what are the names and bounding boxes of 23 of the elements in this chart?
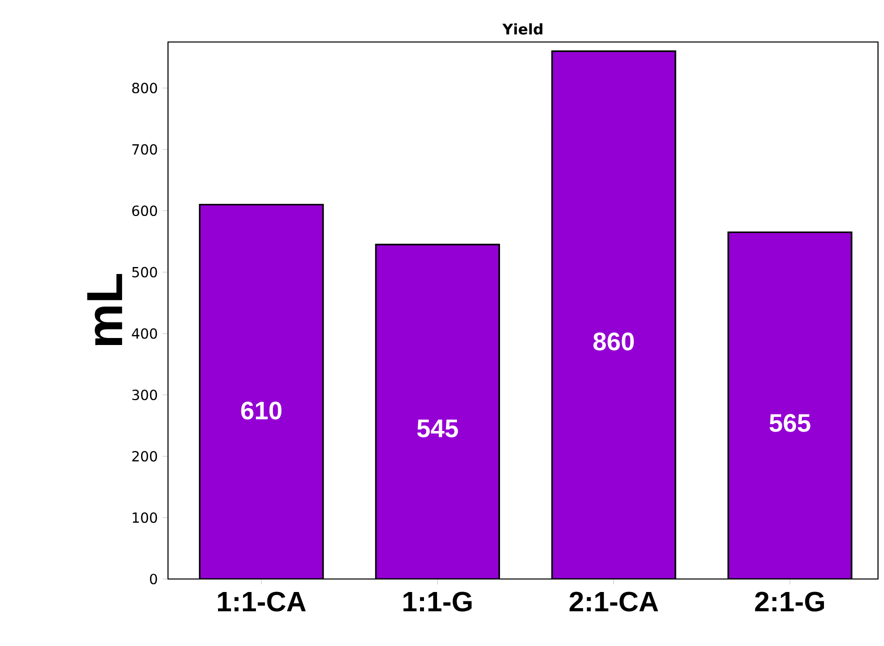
bar: [376, 244, 500, 579]
x-tick-label: 2:1-CA: [570, 592, 658, 612]
y-tick-label: 0: [150, 574, 158, 584]
chart-title: Yield: [502, 23, 542, 35]
bar: [727, 231, 852, 579]
y-tick-label: 100: [132, 512, 158, 523]
x-tick-label: 1:1-G: [404, 592, 472, 612]
data-label: 545: [417, 420, 458, 438]
bar: [552, 51, 676, 579]
x-tick-label: 1:1-CA: [218, 592, 306, 612]
data-label: 610: [241, 402, 282, 420]
y-tick-label: 600: [132, 205, 158, 216]
y-tick-label: 400: [132, 328, 158, 339]
data-label: 565: [770, 414, 810, 432]
y-tick-label: 700: [132, 144, 158, 155]
y-tick-label: 800: [132, 82, 158, 94]
y-tick-label: 500: [132, 266, 158, 278]
y-axis-title: mL: [87, 274, 122, 346]
data-label: 860: [593, 332, 634, 350]
bar: [200, 204, 324, 579]
y-tick-label: 300: [132, 390, 158, 400]
x-tick-label: 2:1-G: [755, 592, 824, 612]
y-tick-label: 200: [132, 450, 158, 462]
